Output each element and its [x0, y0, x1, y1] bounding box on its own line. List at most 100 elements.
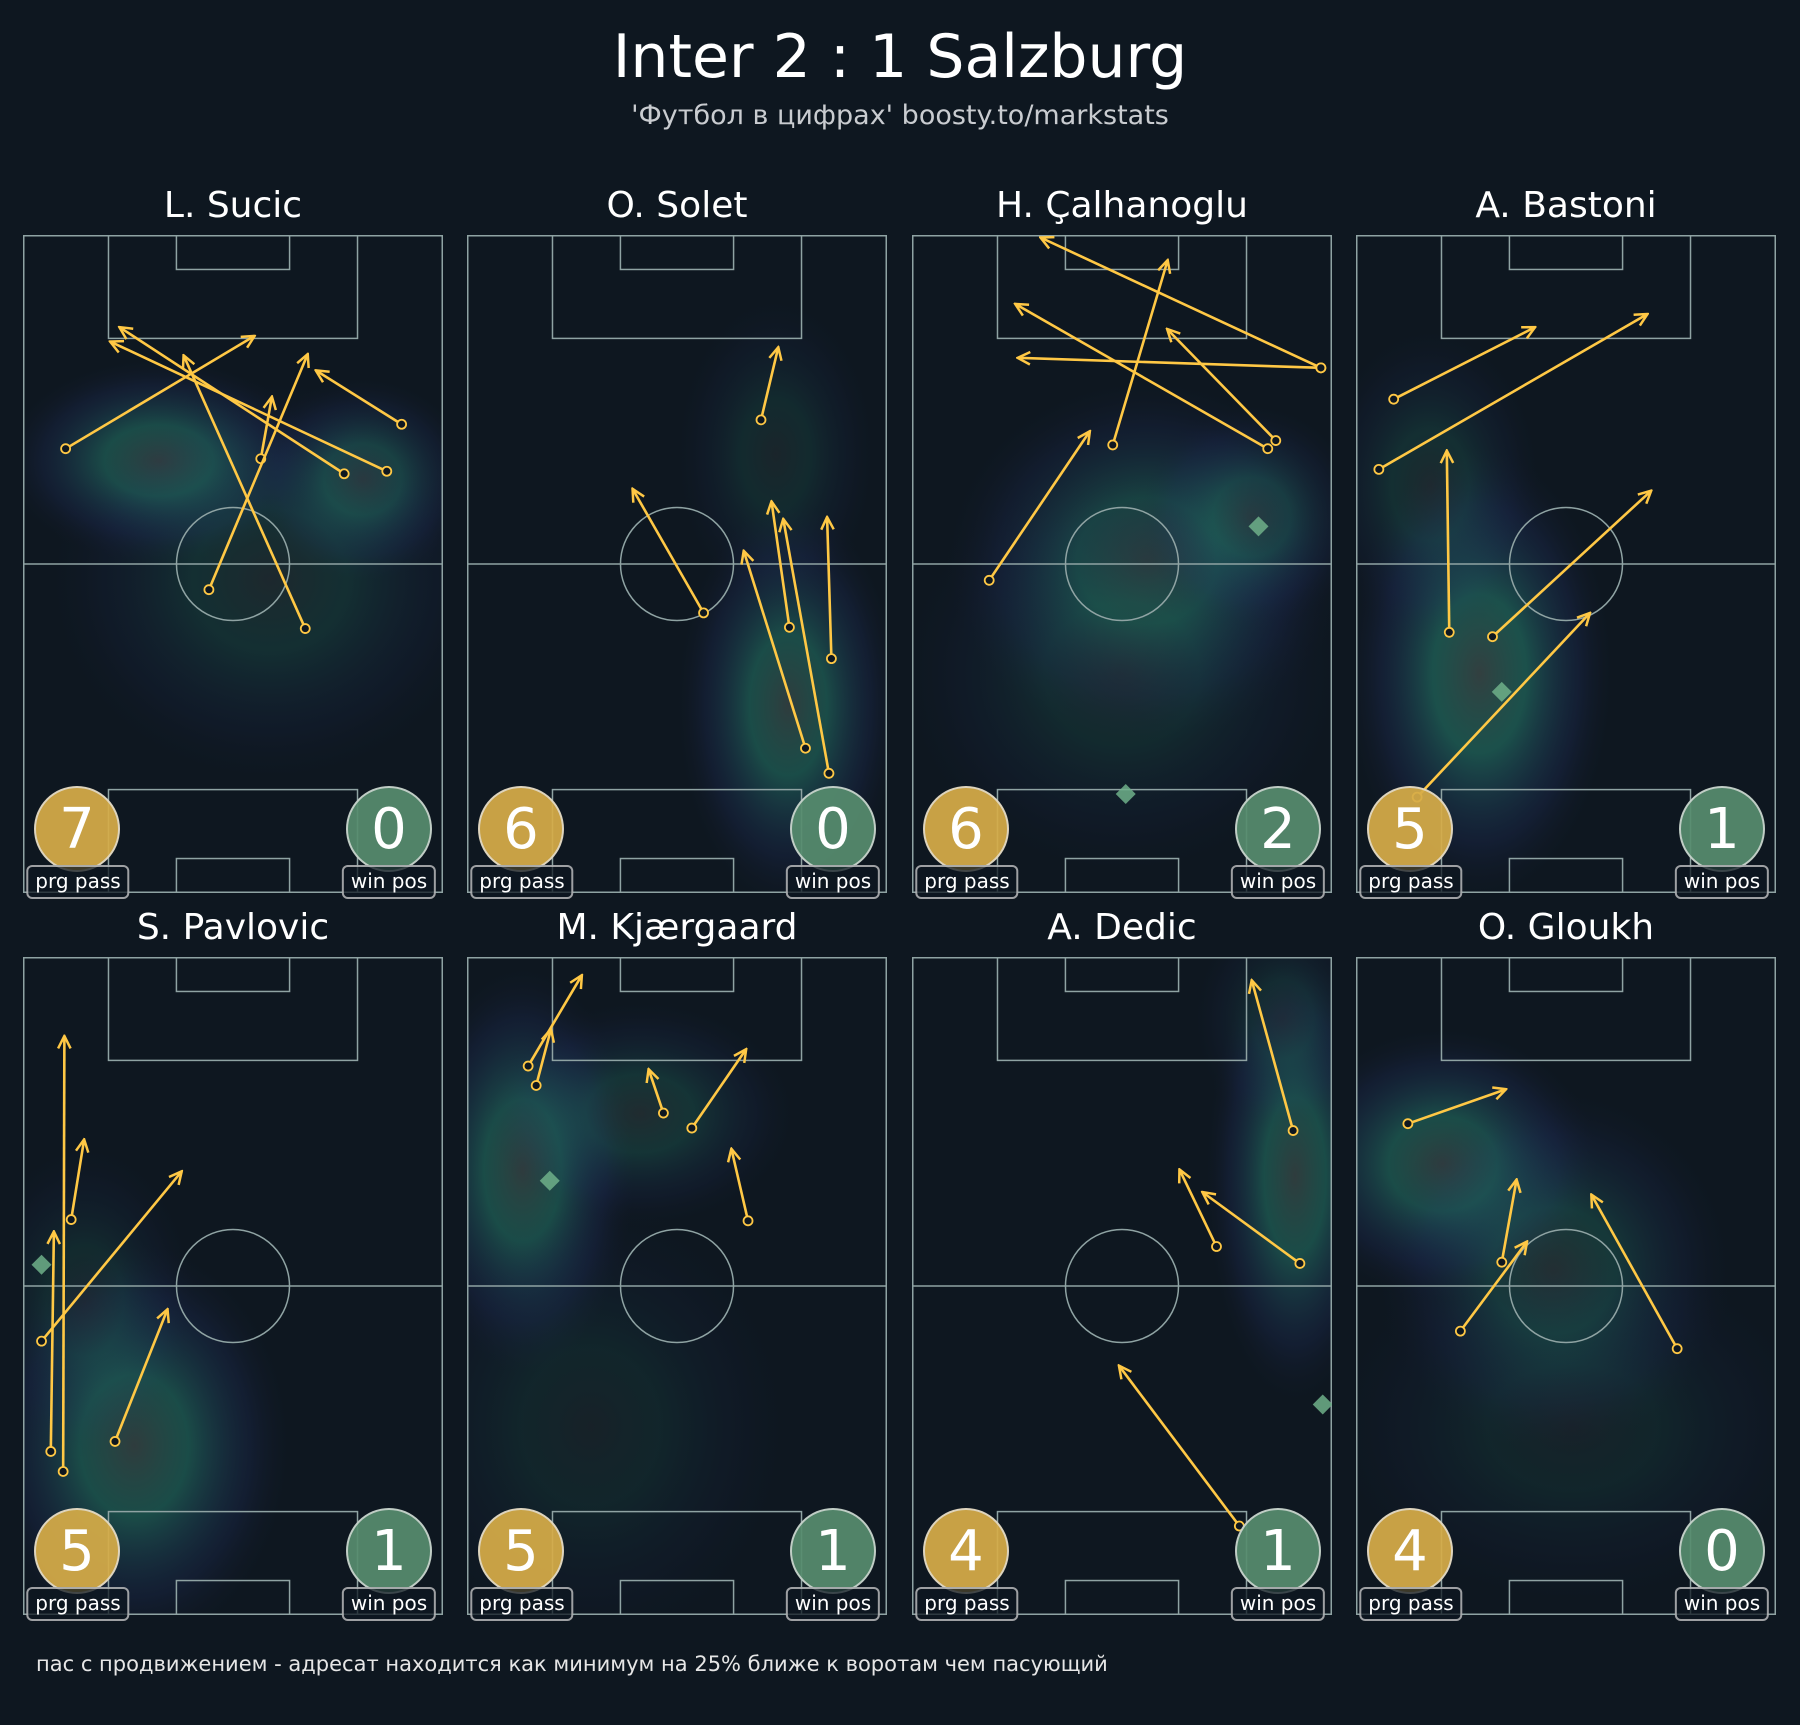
pass-start-marker: [109, 1436, 121, 1447]
win-pos-count-badge: 0: [346, 786, 432, 872]
pass-arrow: [1378, 314, 1648, 471]
pitch: [1356, 235, 1776, 893]
win-position-marker: [1115, 783, 1136, 804]
six-yard-box: [1064, 957, 1180, 993]
pass-start-marker: [530, 1080, 542, 1091]
win-pos-count-badge: 2: [1235, 786, 1321, 872]
win-pos-count-badge: 1: [1679, 786, 1765, 872]
six-yard-box: [619, 857, 735, 893]
player-panel: M. Kjærgaard 5 1 prg pass win pos: [467, 907, 887, 1621]
prg-pass-label: prg pass: [26, 1587, 130, 1621]
penalty-box: [996, 957, 1248, 1062]
penalty-box: [107, 788, 359, 893]
win-position-marker: [1312, 1394, 1332, 1415]
pitch: [467, 957, 887, 1615]
pass-arrow: [633, 489, 705, 614]
pass-arrow: [1179, 1169, 1218, 1248]
player-panel: A. Dedic 4 1 prg pass win pos: [912, 907, 1332, 1621]
penalty-box: [551, 957, 803, 1062]
six-yard-box: [175, 857, 291, 893]
pass-arrow: [649, 1069, 665, 1114]
pass-arrow: [772, 501, 791, 628]
pass-start-marker: [57, 1466, 69, 1477]
center-circle: [619, 1228, 735, 1344]
pass-start-marker: [658, 1107, 669, 1119]
six-yard-box: [1508, 235, 1624, 271]
pass-arrow: [759, 347, 778, 421]
prg-pass-count-badge: 4: [923, 1508, 1009, 1594]
pass-start-marker: [784, 621, 795, 633]
pass-start-marker: [1496, 1256, 1508, 1268]
pass-arrow: [1202, 1192, 1301, 1265]
pass-start-marker: [1487, 631, 1498, 643]
six-yard-box: [1508, 957, 1624, 993]
prg-pass-count-badge: 6: [923, 786, 1009, 872]
pass-start-marker: [755, 414, 767, 426]
player-name: H. Çalhanoglu: [996, 185, 1248, 226]
pass-start-marker: [203, 584, 215, 596]
pass-arrow: [1111, 260, 1168, 446]
pass-start-marker: [1211, 1241, 1222, 1252]
pass-start-marker: [1294, 1258, 1306, 1269]
pass-arrow: [1018, 358, 1321, 370]
pitch: [1356, 957, 1776, 1615]
pass-arrow: [69, 1139, 84, 1220]
pass-arrow: [119, 327, 345, 475]
pass-start-marker: [1388, 393, 1400, 405]
pass-arrow: [207, 354, 308, 591]
prg-pass-label: prg pass: [1359, 865, 1463, 899]
win-pos-label: win pos: [785, 1587, 881, 1621]
prg-pass-label: prg pass: [26, 865, 130, 899]
prg-pass-count-badge: 6: [478, 786, 564, 872]
pass-arrow: [110, 342, 388, 473]
win-pos-label: win pos: [341, 1587, 437, 1621]
win-pos-label: win pos: [1674, 865, 1770, 899]
pass-start-marker: [1671, 1343, 1683, 1355]
player-panel: H. Çalhanoglu 6 2 prg pass win pos: [912, 185, 1332, 899]
win-pos-count-badge: 0: [1679, 1508, 1765, 1594]
prg-pass-count-badge: 5: [1367, 786, 1453, 872]
pass-start-marker: [1262, 443, 1274, 455]
pass-start-marker: [60, 443, 72, 455]
prg-pass-count-badge: 5: [478, 1508, 564, 1594]
win-pos-count-badge: 1: [346, 1508, 432, 1594]
win-pos-label: win pos: [785, 865, 881, 899]
player-panel: S. Pavlovic 5 1 prg pass win pos: [23, 907, 443, 1621]
pass-start-marker: [686, 1122, 698, 1134]
six-yard-box: [175, 235, 291, 271]
six-yard-box: [1064, 1579, 1180, 1615]
player-name: S. Pavlovic: [136, 907, 330, 948]
pass-start-marker: [522, 1060, 534, 1072]
center-circle: [1508, 506, 1624, 622]
pass-arrow: [690, 1049, 746, 1129]
player-panel: O. Solet 6 0 prg pass win pos: [467, 185, 887, 899]
pass-start-marker: [36, 1335, 47, 1347]
pass-arrow: [1015, 304, 1269, 450]
pass-arrow: [63, 1036, 64, 1472]
pass-arrow: [64, 336, 255, 450]
pitch: [23, 235, 443, 893]
pass-arrow: [1416, 613, 1590, 799]
pitch: [912, 235, 1332, 893]
pass-arrow: [783, 519, 831, 774]
pass-arrow: [534, 1029, 551, 1086]
penalty-box: [551, 235, 803, 340]
pass-arrow: [1591, 1195, 1679, 1350]
pass-start-marker: [299, 623, 311, 634]
heat-zone: [23, 1143, 196, 1460]
penalty-box: [996, 235, 1248, 340]
player-name: L. Sucic: [163, 185, 303, 226]
pass-arrow: [184, 355, 307, 630]
pass-arrow: [1447, 451, 1449, 633]
win-pos-label: win pos: [341, 865, 437, 899]
pass-start-marker: [826, 653, 837, 665]
center-circle: [1064, 1228, 1180, 1344]
six-yard-box: [619, 957, 735, 993]
pass-arrow: [51, 1231, 54, 1452]
pass-start-marker: [800, 742, 811, 754]
pass-arrow: [1167, 329, 1277, 442]
pass-arrow: [316, 370, 403, 426]
heat-zone: [912, 470, 1332, 877]
pass-start-marker: [338, 468, 350, 480]
player-name: A. Bastoni: [1475, 185, 1657, 226]
